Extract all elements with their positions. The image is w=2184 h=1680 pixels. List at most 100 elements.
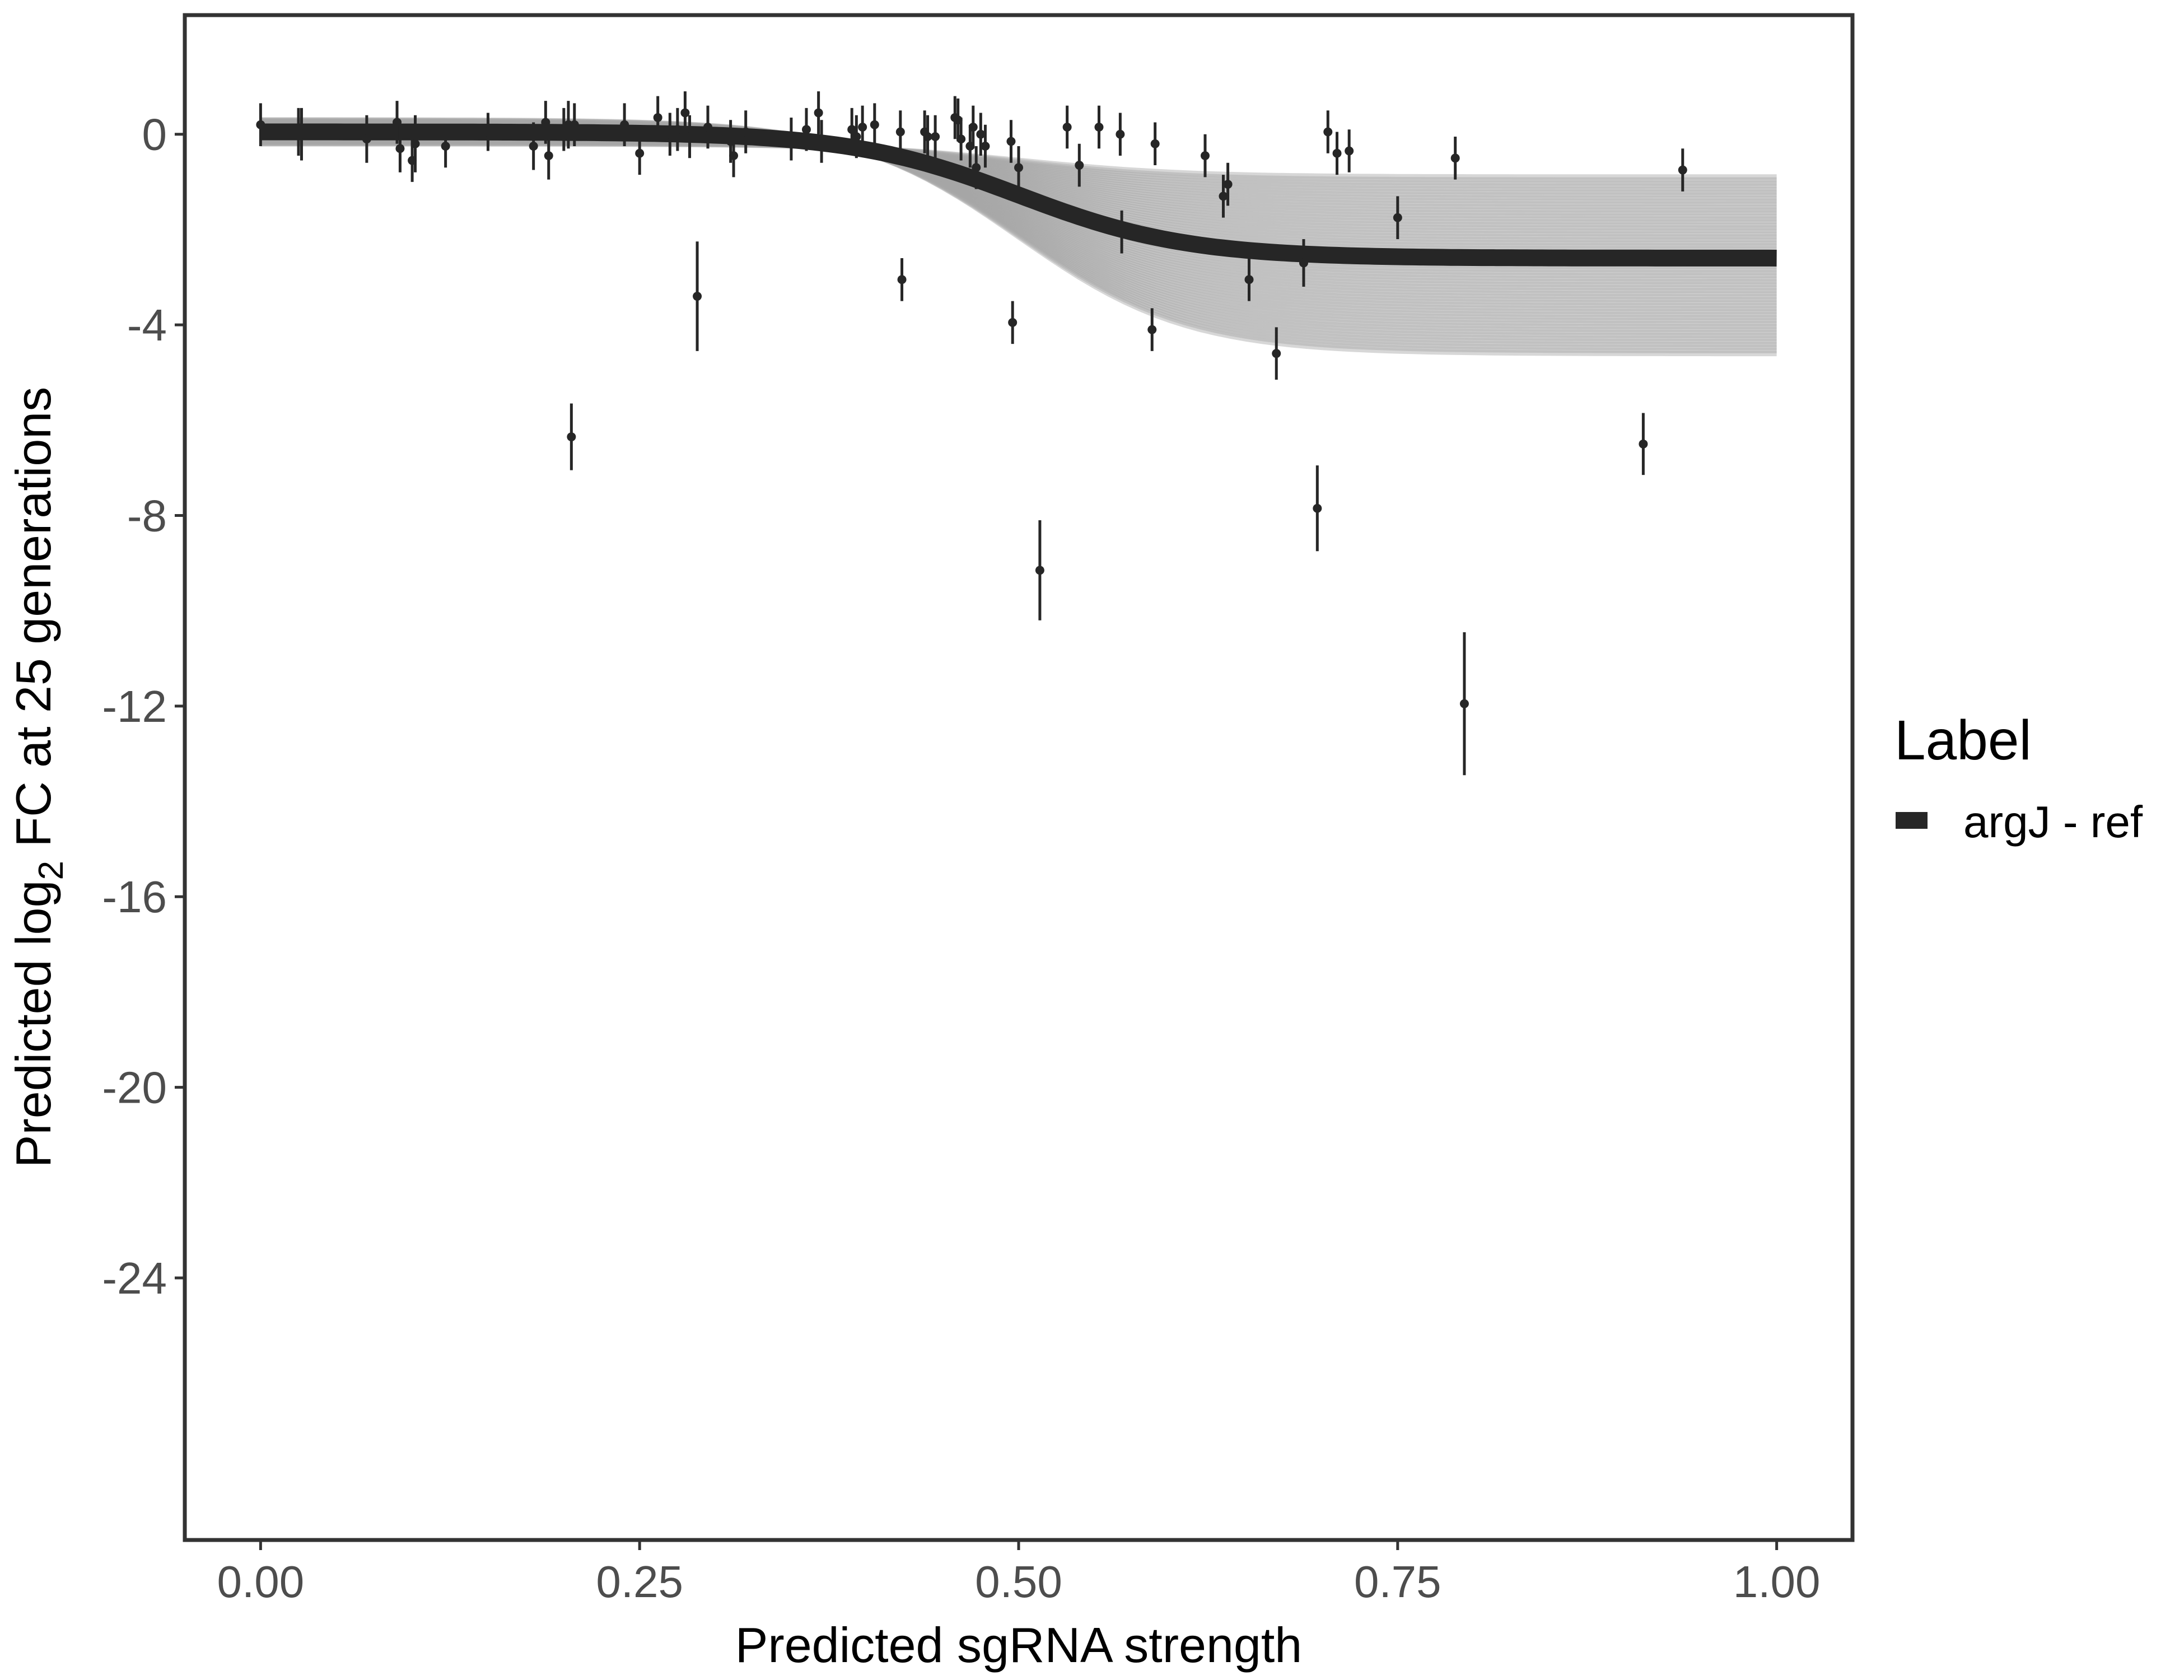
- data-point: [972, 163, 981, 172]
- data-point: [1345, 146, 1354, 156]
- data-point: [1639, 439, 1648, 449]
- data-point: [931, 132, 940, 141]
- x-tick-label: 0.50: [975, 1557, 1062, 1607]
- data-point: [395, 144, 405, 153]
- y-tick-label: -8: [127, 491, 167, 540]
- x-tick-label: 1.00: [1733, 1557, 1821, 1607]
- x-tick-label: 0.00: [217, 1557, 305, 1607]
- data-point: [393, 118, 402, 127]
- data-point: [1223, 180, 1233, 189]
- data-point: [1062, 122, 1072, 132]
- data-point: [673, 125, 682, 134]
- y-tick-label: -24: [102, 1253, 167, 1303]
- y-tick-label: -16: [102, 872, 167, 922]
- data-point: [1272, 349, 1281, 358]
- legend-title: Label: [1894, 709, 2032, 772]
- data-point: [1313, 503, 1322, 513]
- data-point: [1094, 122, 1104, 132]
- data-point: [1678, 165, 1687, 175]
- posterior-curve: [260, 119, 1777, 342]
- data-point: [1332, 148, 1342, 158]
- data-point: [1450, 153, 1460, 163]
- data-point: [1035, 566, 1044, 575]
- x-tick-label: 0.75: [1354, 1557, 1441, 1607]
- data-point: [1150, 139, 1160, 148]
- posterior-curve: [260, 118, 1777, 348]
- data-point: [786, 134, 796, 144]
- data-point: [362, 134, 371, 144]
- data-point: [814, 108, 823, 118]
- y-tick-label: -20: [102, 1063, 167, 1113]
- data-point: [665, 129, 675, 139]
- fit-line: [260, 123, 1777, 267]
- data-point: [1116, 129, 1125, 139]
- data-point: [817, 137, 827, 146]
- fit-line-layer: [260, 123, 1777, 267]
- data-point: [1006, 137, 1016, 146]
- data-point: [1117, 227, 1127, 237]
- data-point: [847, 125, 857, 134]
- x-tick-label: 0.25: [596, 1557, 683, 1607]
- data-point: [567, 432, 576, 442]
- data-point: [1323, 127, 1333, 137]
- data-point: [870, 120, 879, 129]
- data-point: [897, 275, 907, 284]
- y-tick-label: -4: [127, 300, 167, 350]
- data-point: [297, 129, 306, 139]
- data-point: [441, 142, 450, 151]
- posterior-curve: [260, 119, 1777, 339]
- data-point: [968, 122, 978, 132]
- x-axis-title: Predicted sgRNA strength: [735, 1617, 1303, 1673]
- y-tick-label: 0: [142, 110, 167, 160]
- data-point: [729, 151, 739, 161]
- data-point: [256, 120, 265, 129]
- posterior-curve: [260, 117, 1777, 357]
- data-point: [680, 108, 690, 118]
- data-point: [483, 127, 493, 137]
- data-point: [1299, 258, 1308, 268]
- data-point: [858, 122, 867, 132]
- data-point: [620, 120, 629, 129]
- data-point: [1459, 699, 1469, 708]
- data-point: [529, 142, 538, 151]
- data-point: [1244, 275, 1254, 284]
- data-point: [544, 151, 553, 161]
- data-point: [956, 134, 966, 144]
- data-point: [1393, 213, 1402, 222]
- data-point: [976, 129, 986, 139]
- y-axis-title-suffix: FC at 25 generations: [6, 387, 61, 861]
- posterior-curve: [260, 118, 1777, 351]
- data-point: [981, 142, 990, 151]
- legend-label: argJ - ref: [1963, 797, 2143, 847]
- data-point: [1014, 163, 1023, 172]
- data-point: [1147, 325, 1157, 334]
- data-point: [541, 118, 550, 127]
- data-point: [801, 125, 811, 134]
- y-axis-title-prefix: Predicted log: [6, 880, 61, 1168]
- data-point: [703, 122, 713, 132]
- data-point: [1219, 192, 1228, 201]
- data-point: [923, 132, 932, 141]
- data-point: [852, 132, 861, 141]
- data-point: [741, 127, 750, 137]
- data-point: [410, 139, 420, 148]
- data-point: [1200, 151, 1210, 161]
- posterior-curve: [260, 118, 1777, 353]
- axes: 0.00 0.25 0.50 0.75 1.00 0 -4 -8 -12 -16 -20 -24: [102, 110, 1820, 1607]
- y-axis-title: Predicted log2 FC at 25 generations: [6, 387, 71, 1168]
- legend: Label argJ - ref: [1894, 709, 2143, 847]
- data-point: [685, 132, 694, 141]
- data-point: [1008, 318, 1018, 327]
- legend-swatch: [1896, 812, 1928, 829]
- y-tick-label: -12: [102, 682, 167, 731]
- data-points: [256, 91, 1687, 776]
- data-point: [653, 113, 662, 122]
- y-axis-title-subscript: 2: [32, 861, 71, 880]
- posterior-curve: [260, 120, 1777, 333]
- posterior-curve: [260, 119, 1777, 344]
- data-point: [570, 120, 579, 129]
- posterior-curve: [260, 120, 1777, 335]
- data-point: [895, 127, 905, 137]
